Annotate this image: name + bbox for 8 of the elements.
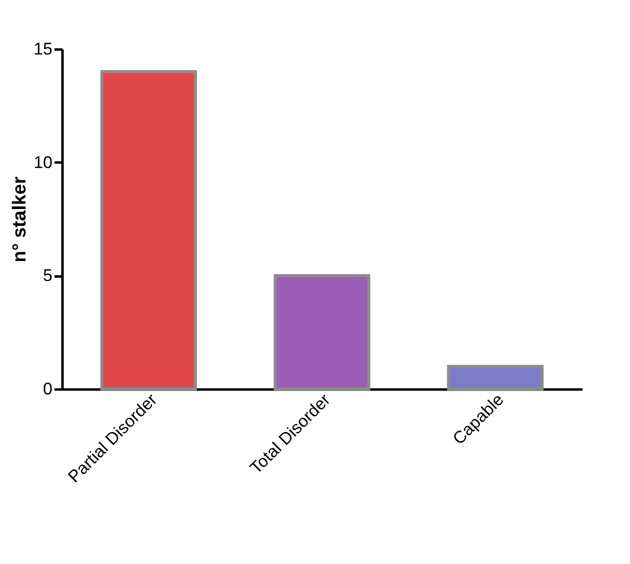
bar	[447, 364, 544, 390]
y-tick-label: 0	[43, 380, 52, 398]
bar	[100, 70, 197, 390]
y-tick-label: 5	[43, 266, 52, 286]
y-tick-label: 10	[34, 152, 52, 172]
y-tick-label: 15	[34, 40, 52, 58]
bar	[274, 274, 370, 390]
y-axis-title: n° stalker	[10, 176, 31, 262]
